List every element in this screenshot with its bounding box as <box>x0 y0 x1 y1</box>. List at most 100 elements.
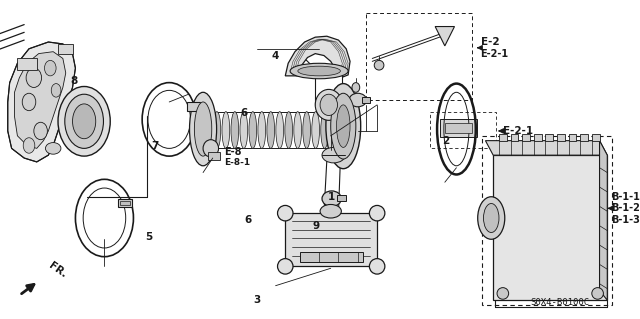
Polygon shape <box>545 134 553 141</box>
Bar <box>365 13 472 100</box>
Ellipse shape <box>278 205 293 221</box>
Text: 6: 6 <box>241 108 248 118</box>
Text: 9: 9 <box>312 221 319 231</box>
Bar <box>362 97 371 103</box>
Ellipse shape <box>322 191 341 206</box>
Ellipse shape <box>222 112 230 148</box>
Ellipse shape <box>369 205 385 221</box>
Ellipse shape <box>34 122 47 140</box>
Ellipse shape <box>58 86 110 156</box>
Polygon shape <box>499 134 507 141</box>
Polygon shape <box>493 155 607 300</box>
Ellipse shape <box>322 147 345 163</box>
Polygon shape <box>511 134 518 141</box>
Text: 1: 1 <box>328 191 335 202</box>
Bar <box>118 199 131 207</box>
Polygon shape <box>285 36 350 77</box>
Ellipse shape <box>195 102 212 156</box>
Text: E-2-1: E-2-1 <box>481 48 509 59</box>
Ellipse shape <box>320 204 341 218</box>
Bar <box>208 152 220 160</box>
Ellipse shape <box>312 112 319 148</box>
Ellipse shape <box>189 92 216 166</box>
Ellipse shape <box>23 138 35 153</box>
Bar <box>430 112 496 148</box>
Ellipse shape <box>249 112 257 148</box>
Ellipse shape <box>331 93 356 159</box>
Ellipse shape <box>72 104 96 139</box>
Ellipse shape <box>203 140 218 157</box>
Ellipse shape <box>374 60 384 70</box>
Text: S0X4-B0100C: S0X4-B0100C <box>530 298 589 307</box>
Polygon shape <box>580 134 588 141</box>
Text: B-1-2: B-1-2 <box>611 203 640 213</box>
Ellipse shape <box>213 112 221 148</box>
Polygon shape <box>568 134 577 141</box>
Ellipse shape <box>316 89 342 120</box>
Ellipse shape <box>337 105 350 147</box>
Polygon shape <box>522 134 530 141</box>
Text: B-1-3: B-1-3 <box>611 215 640 225</box>
Ellipse shape <box>267 112 275 148</box>
Ellipse shape <box>45 60 56 76</box>
Text: E-8: E-8 <box>225 147 242 157</box>
Text: 4: 4 <box>272 51 279 61</box>
Bar <box>17 58 36 70</box>
Bar <box>481 136 612 305</box>
Polygon shape <box>8 42 76 162</box>
Polygon shape <box>534 134 541 141</box>
Ellipse shape <box>330 112 337 148</box>
Ellipse shape <box>592 288 604 299</box>
Polygon shape <box>285 213 377 266</box>
Bar <box>120 201 129 205</box>
Ellipse shape <box>290 63 348 79</box>
Bar <box>300 252 363 262</box>
Ellipse shape <box>26 68 42 87</box>
Ellipse shape <box>51 84 61 97</box>
Ellipse shape <box>298 66 340 76</box>
Ellipse shape <box>497 288 509 299</box>
Ellipse shape <box>204 112 212 148</box>
Ellipse shape <box>65 94 104 148</box>
Ellipse shape <box>369 259 385 274</box>
Text: E-2-1: E-2-1 <box>503 126 533 136</box>
Ellipse shape <box>45 143 61 154</box>
Ellipse shape <box>231 112 239 148</box>
Ellipse shape <box>294 112 301 148</box>
Ellipse shape <box>320 94 337 115</box>
Ellipse shape <box>22 93 36 111</box>
Ellipse shape <box>483 204 499 233</box>
Text: FR.: FR. <box>47 261 68 280</box>
Polygon shape <box>557 134 564 141</box>
Polygon shape <box>592 134 600 141</box>
Bar <box>58 44 72 54</box>
Text: 8: 8 <box>70 76 78 86</box>
Polygon shape <box>435 26 454 46</box>
Ellipse shape <box>352 83 360 92</box>
Polygon shape <box>600 141 607 300</box>
Ellipse shape <box>240 112 248 148</box>
Ellipse shape <box>276 112 284 148</box>
Bar <box>440 119 477 137</box>
Text: E-8-1: E-8-1 <box>225 159 250 167</box>
Ellipse shape <box>321 112 328 148</box>
Text: B-1-1: B-1-1 <box>611 192 640 202</box>
Text: 2: 2 <box>442 136 449 146</box>
Bar <box>445 123 472 133</box>
Text: E-2: E-2 <box>481 37 499 47</box>
Bar <box>337 195 346 201</box>
Polygon shape <box>485 141 607 155</box>
Bar <box>187 102 200 111</box>
Ellipse shape <box>285 112 292 148</box>
Text: 5: 5 <box>145 232 152 241</box>
Ellipse shape <box>326 84 361 169</box>
Ellipse shape <box>477 197 505 239</box>
Ellipse shape <box>258 112 266 148</box>
Ellipse shape <box>303 112 310 148</box>
Ellipse shape <box>278 259 293 274</box>
Text: 3: 3 <box>253 295 260 305</box>
Ellipse shape <box>349 93 367 107</box>
Text: 6: 6 <box>244 215 251 225</box>
Text: 7: 7 <box>151 141 159 151</box>
Polygon shape <box>15 52 66 148</box>
